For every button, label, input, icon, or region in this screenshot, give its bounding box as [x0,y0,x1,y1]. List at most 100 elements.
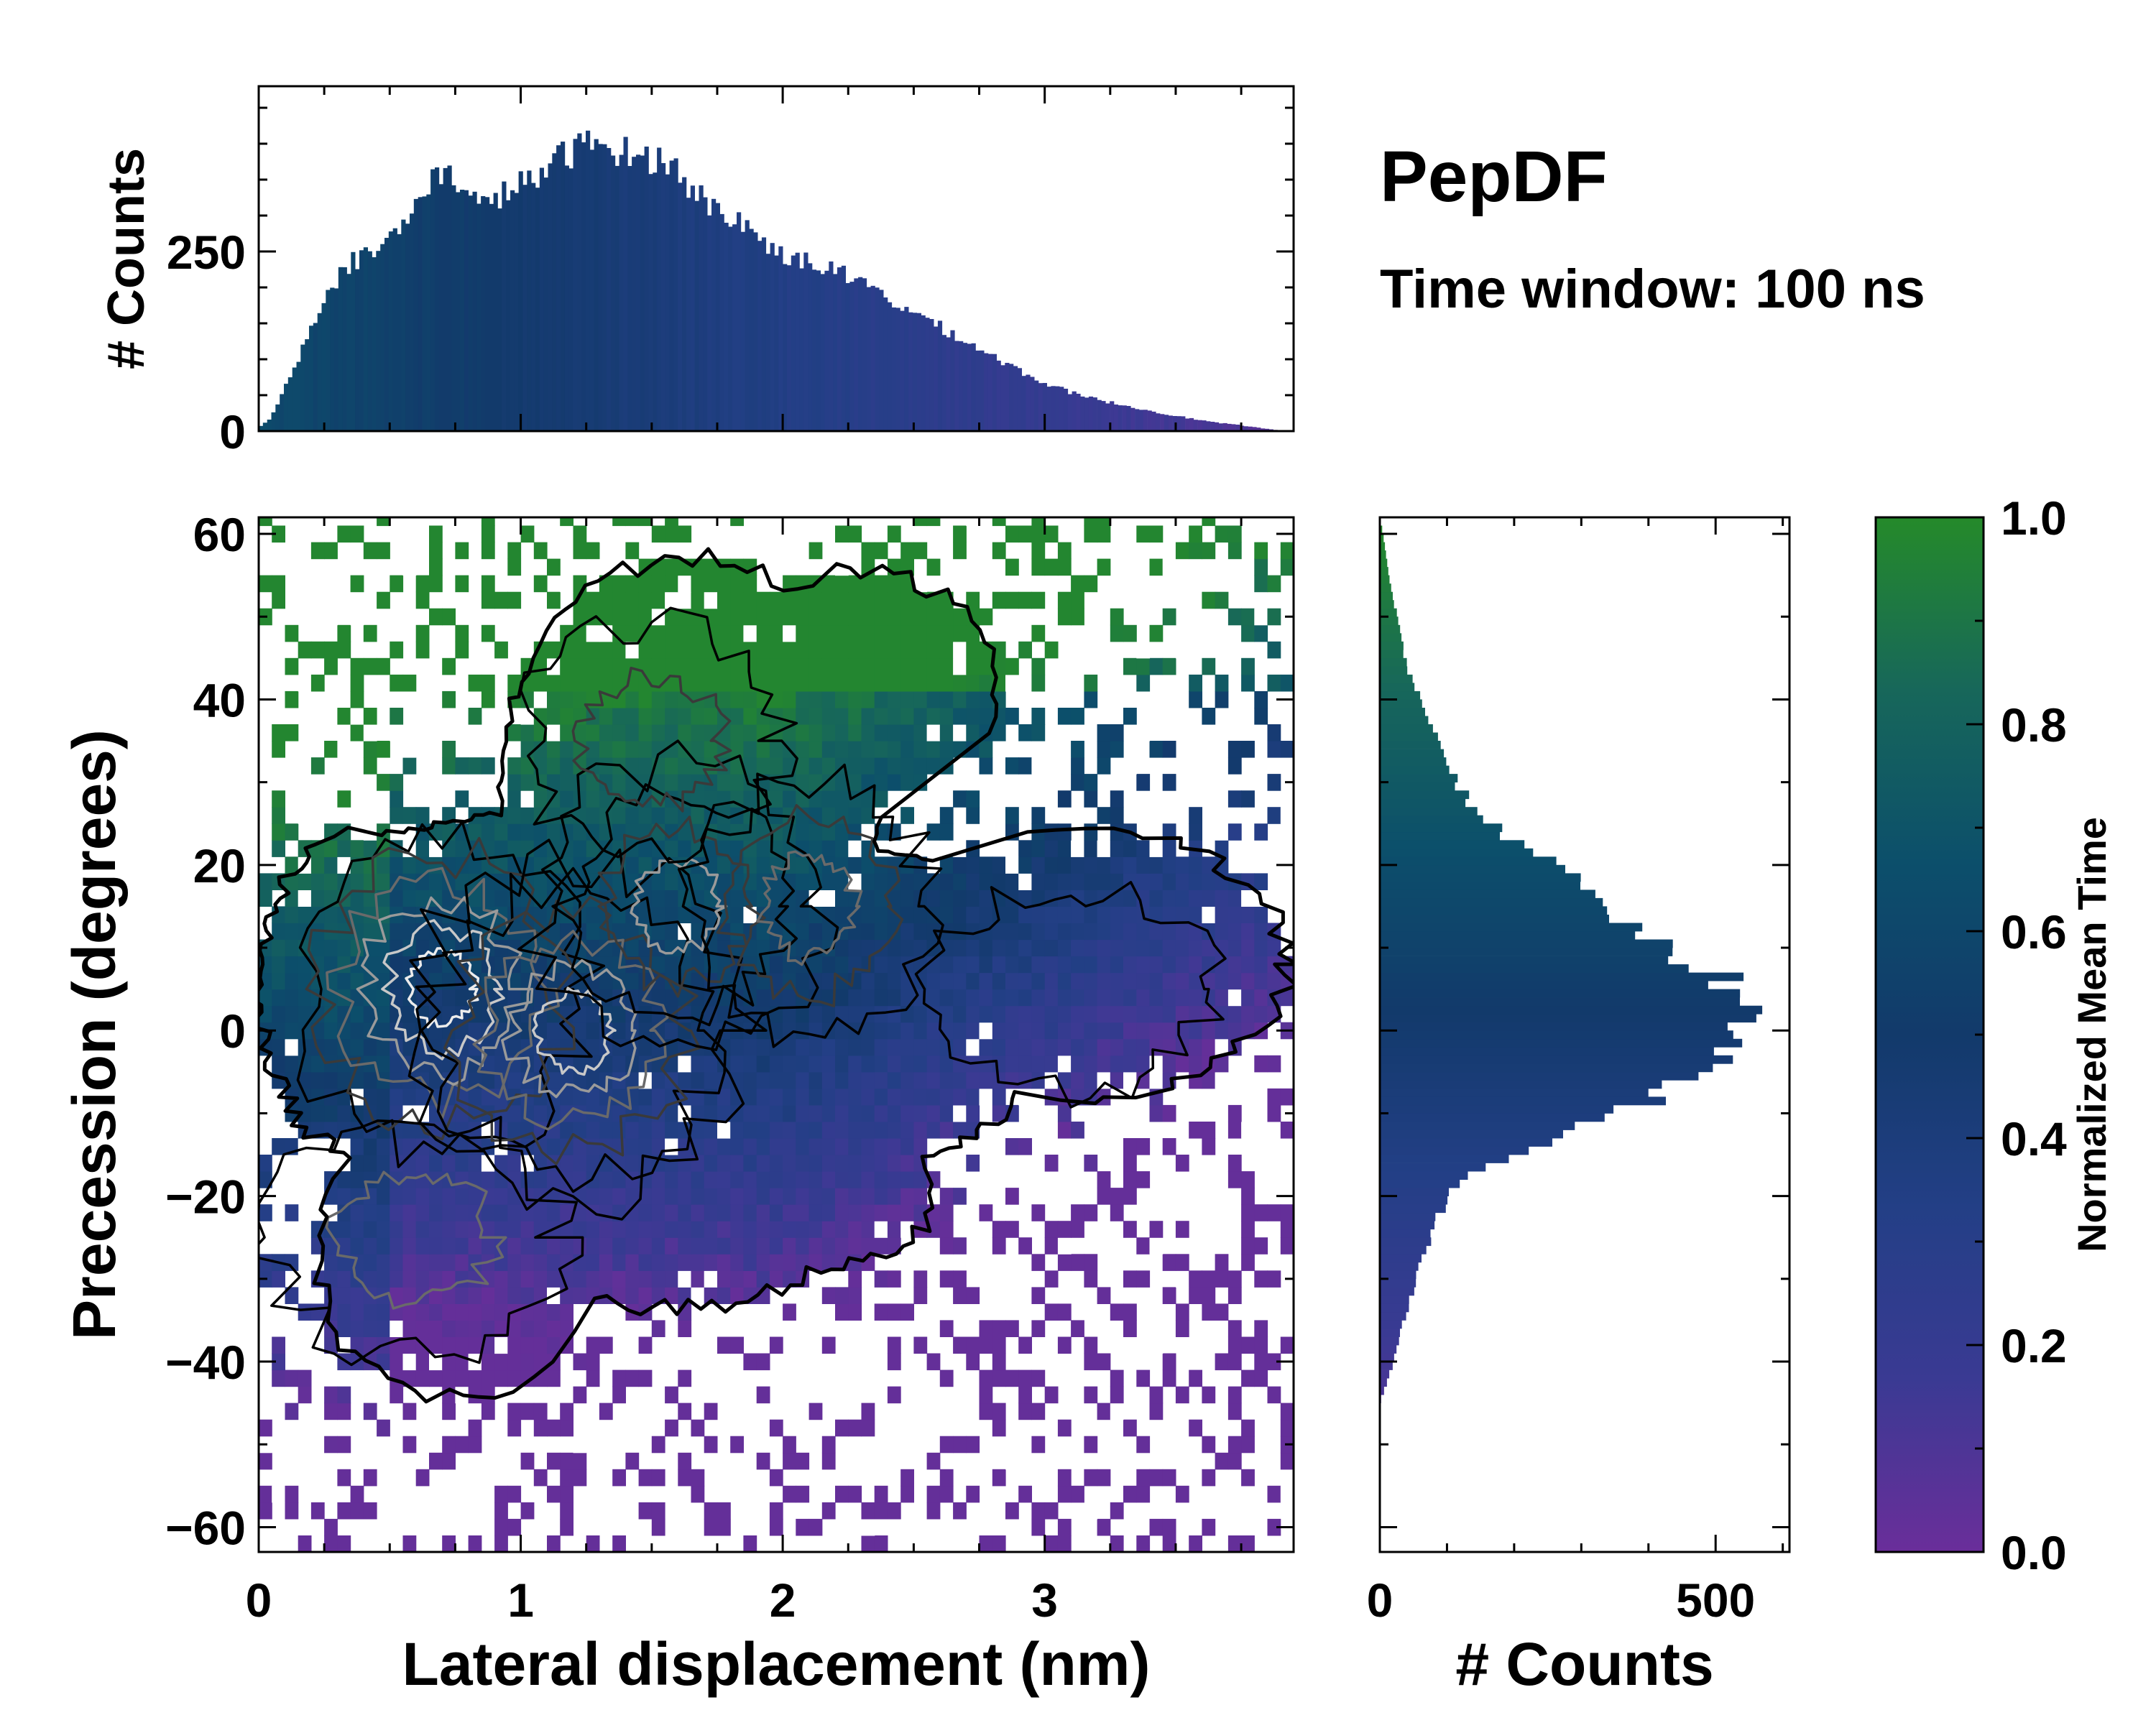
heatmap-cell [507,774,521,791]
heatmap-cell [743,691,757,708]
heatmap-cell [586,1337,600,1354]
heatmap-cell [573,642,587,659]
heatmap-cell [1281,1221,1294,1238]
heatmap-cell [678,708,691,725]
x-histogram-bar [1114,405,1118,431]
heatmap-cell [1031,542,1045,560]
heatmap-cell [822,1204,836,1221]
x-histogram-bar [1013,366,1018,432]
heatmap-cell [730,609,744,626]
heatmap-cell [1202,1022,1215,1040]
heatmap-cell [835,1138,849,1155]
x-histogram-bar [561,142,565,431]
heatmap-cell [612,741,626,758]
heatmap-cell [809,1155,823,1172]
heatmap-cell [521,1337,535,1354]
heatmap-cell [757,1303,770,1321]
colorbar-tick-label: 1.0 [2001,491,2067,545]
heatmap-cell [547,1237,561,1255]
heatmap-cell [704,724,718,741]
heatmap-cell [1084,1155,1097,1172]
heatmap-cell [980,1535,993,1553]
x-histogram-bar [867,287,871,431]
y-histogram-bar [1380,1047,1714,1055]
heatmap-cell [1254,1270,1268,1288]
heatmap-cell [612,774,626,791]
heatmap-cell [625,625,639,642]
heatmap-cell [390,923,403,941]
heatmap-cell [1163,741,1176,758]
heatmap-cell [966,890,980,907]
heatmap-cell [403,1303,417,1321]
heatmap-cell [783,691,796,708]
x-histogram-bar [426,195,430,431]
heatmap-cell [730,1055,744,1073]
y-histogram-bar [1380,1246,1427,1255]
heatmap-cell [1045,1072,1059,1089]
heatmap-cell [1058,1469,1072,1487]
heatmap-cell [1202,724,1215,741]
heatmap-cell [1110,956,1124,974]
heatmap-cell [717,675,731,692]
heatmap-cell [757,1204,770,1221]
heatmap-cell [1071,741,1084,758]
heatmap-cell [285,1039,299,1056]
heatmap-cell [678,1055,691,1073]
heatmap-cell [298,642,312,659]
heatmap-cell [809,1122,823,1139]
heatmap-cell [966,1039,980,1056]
heatmap-cell [285,625,299,642]
heatmap-cell [1045,1006,1059,1023]
heatmap-cell [1254,691,1268,708]
heatmap-cell [1071,1254,1084,1271]
heatmap-cell [416,1469,430,1487]
heatmap-cell [1254,1237,1268,1255]
heatmap-cell [482,592,495,609]
x-histogram-bar [1009,364,1013,431]
heatmap-cell [1241,989,1255,1007]
heatmap-cell [652,807,665,824]
y-histogram-bar [1380,642,1404,650]
heatmap-cell [311,940,325,957]
heatmap-cell [665,1204,678,1221]
heatmap-cell [534,1270,548,1288]
heatmap-cell [639,1469,653,1487]
heatmap-cell [1005,1453,1019,1470]
heatmap-cell [1058,609,1072,626]
x-histogram-bar [535,188,540,431]
heatmap-cell [337,741,351,758]
heatmap-cell [822,708,836,725]
x-histogram-bar [469,195,473,431]
heatmap-cell [547,1320,561,1337]
heatmap-cell [1084,940,1097,957]
heatmap-cell [1031,592,1045,609]
heatmap-cell [586,642,600,659]
heatmap-cell [717,625,731,642]
heatmap-cell [1202,1436,1215,1454]
heatmap-cell [1110,790,1124,808]
heatmap-cell [403,675,417,692]
heatmap-cell [469,708,482,725]
heatmap-cell [796,542,809,560]
heatmap-cell [442,1006,456,1023]
heatmap-cell [770,675,783,692]
heatmap-cell [848,1270,862,1288]
heatmap-cell [796,1519,809,1536]
heatmap-cell [1031,1006,1045,1023]
x-histogram-bar [1059,387,1064,431]
heatmap-cell [783,1303,796,1321]
heatmap-cell [1189,1022,1202,1040]
heatmap-cell [809,1188,823,1205]
heatmap-cell [390,1237,403,1255]
heatmap-cell [586,1370,600,1387]
heatmap-cell [927,724,941,741]
heatmap-cell [1123,1303,1137,1321]
heatmap-cell [469,1370,482,1387]
heatmap-cell [612,1237,626,1255]
heatmap-cell [416,642,430,659]
heatmap-cell [900,940,914,957]
heatmap-cell [625,1237,639,1255]
heatmap-cell [848,1155,862,1172]
heatmap-cell [1150,956,1164,974]
heatmap-cell [298,973,312,990]
